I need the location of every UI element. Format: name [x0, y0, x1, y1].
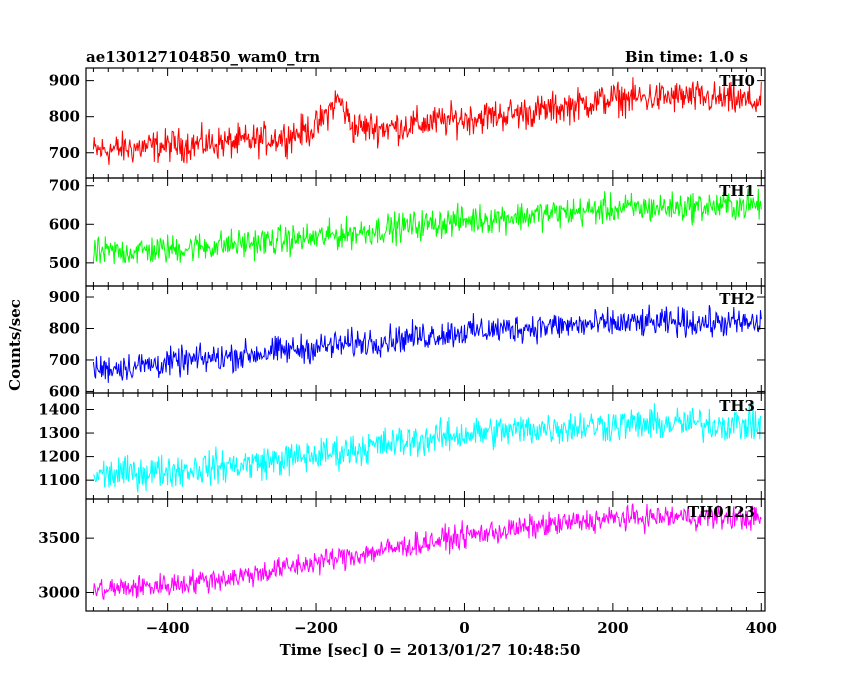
- x-tick-label: −200: [294, 619, 338, 637]
- y-tick-label: 500: [49, 254, 80, 272]
- y-tick-label: 1200: [38, 448, 80, 466]
- y-tick-label: 1300: [38, 424, 80, 442]
- y-tick-label: 700: [49, 351, 80, 369]
- panel-frame: [85, 392, 766, 500]
- bin-time-label: Bin time: 1.0 s: [625, 48, 748, 66]
- x-tick-label: 200: [597, 619, 628, 637]
- observation-id-title: ae130127104850_wam0_trn: [86, 48, 320, 66]
- y-tick-label: 900: [49, 72, 80, 90]
- y-tick-label: 900: [49, 288, 80, 306]
- series-line-th1: [92, 188, 762, 265]
- series-line-th2: [92, 304, 762, 383]
- y-tick-label: 600: [49, 215, 80, 233]
- y-tick-label: 800: [49, 108, 80, 126]
- x-tick-label: 400: [746, 619, 777, 637]
- y-tick-label: 700: [49, 144, 80, 162]
- panel-label-th0: TH0: [719, 72, 755, 90]
- y-tick-label: 3500: [38, 529, 80, 547]
- y-tick-label: 1400: [38, 400, 80, 418]
- y-tick-label: 700: [49, 177, 80, 195]
- panel-frame: [85, 498, 766, 612]
- y-tick-label: 600: [49, 382, 80, 400]
- panel-frame: [85, 285, 766, 394]
- y-tick-label: 3000: [38, 584, 80, 602]
- x-tick-label: 0: [459, 619, 469, 637]
- panel-label-th0123: TH0123: [688, 503, 755, 521]
- x-tick-label: −400: [146, 619, 190, 637]
- panel-label-th2: TH2: [719, 290, 755, 308]
- panel-label-th3: TH3: [719, 397, 755, 415]
- y-tick-label: 1100: [38, 471, 80, 489]
- series-line-th0: [92, 77, 762, 165]
- x-axis-label: Time [sec] 0 = 2013/01/27 10:48:50: [280, 641, 581, 659]
- y-tick-label: 800: [49, 319, 80, 337]
- y-axis-label: Counts/sec: [6, 299, 24, 391]
- series-line-th0123: [92, 503, 762, 601]
- plot-layer: 700 800 900 TH0 500 600 700 TH1 600 700 800 900 TH2 1…: [38, 67, 777, 637]
- panel-frame: [85, 177, 766, 287]
- panel-label-th1: TH1: [719, 182, 755, 200]
- series-line-th3: [93, 402, 762, 493]
